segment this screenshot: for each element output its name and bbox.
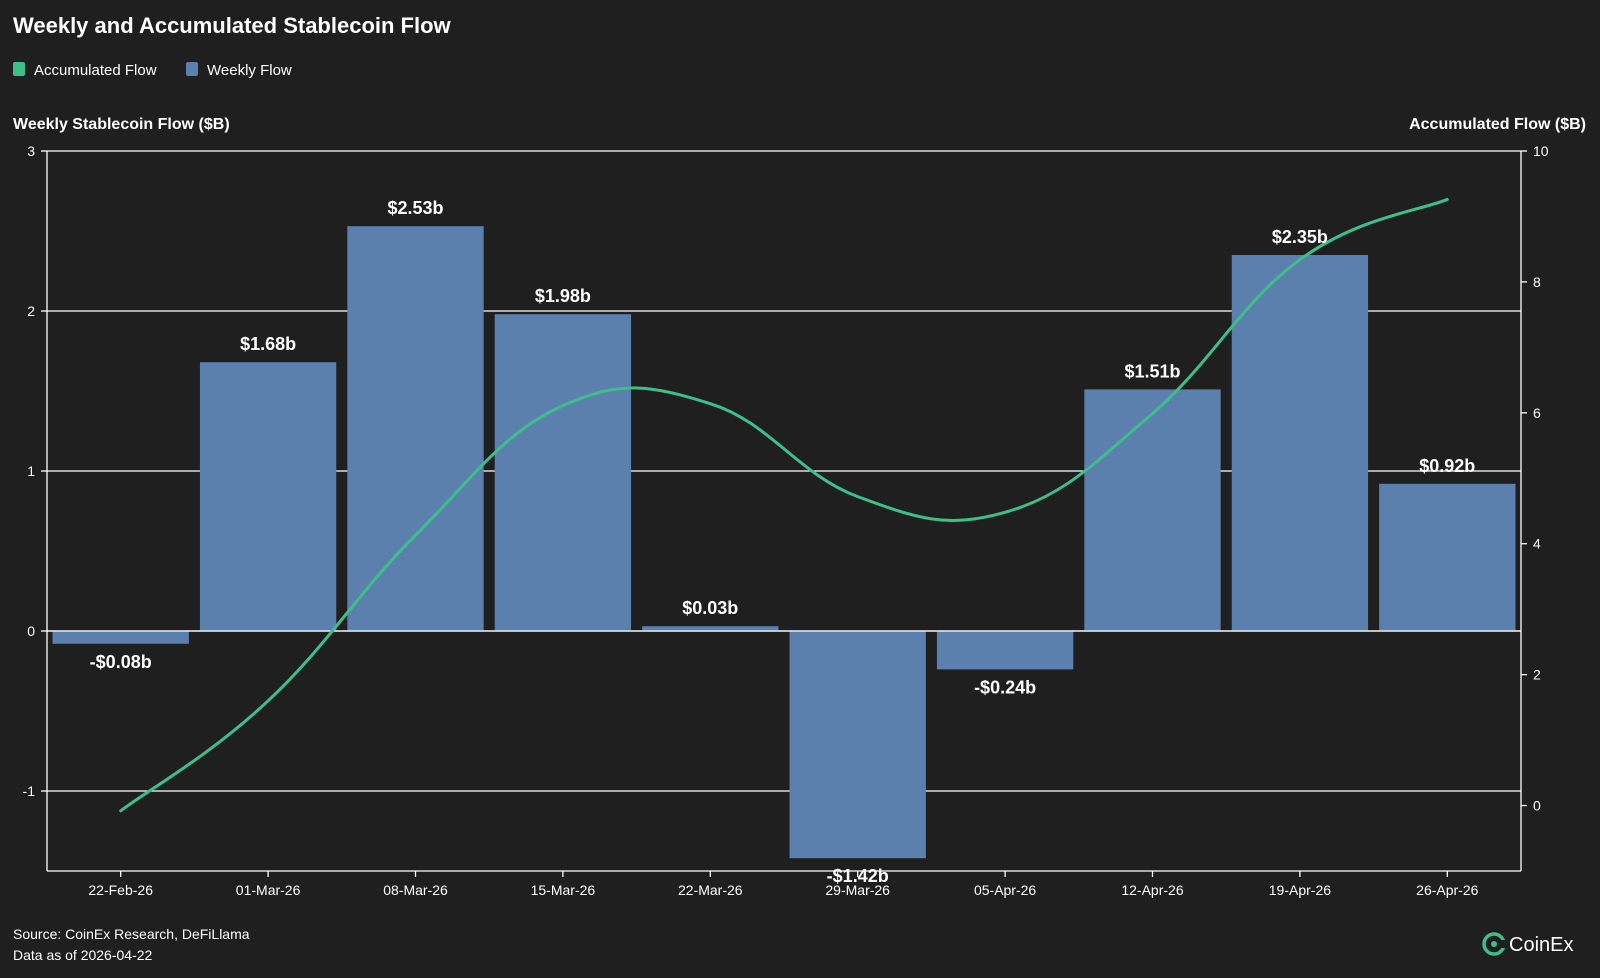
bar-label-26-Apr-26: $0.92b	[1419, 456, 1475, 476]
bar-label-05-Apr-26: -$0.24b	[974, 677, 1036, 697]
x-tick-label: 26-Apr-26	[1416, 882, 1478, 898]
right-tick-label: 2	[1533, 667, 1541, 683]
bar-label-19-Apr-26: $2.35b	[1272, 227, 1328, 247]
data-date-text: Data as of 2026-04-22	[13, 947, 153, 963]
legend-label-weekly-flow: Weekly Flow	[207, 62, 292, 79]
coinex-icon	[1482, 932, 1507, 956]
accumulated-line	[119, 197, 1449, 813]
x-tick-label: 22-Feb-26	[88, 882, 153, 898]
bar-05-Apr-26	[936, 631, 1074, 670]
bar-22-Feb-26	[52, 631, 189, 644]
bar-label-22-Feb-26: -$0.08b	[90, 652, 152, 672]
accumulated-flow-line	[119, 197, 1449, 813]
right-tick-label: 10	[1533, 143, 1549, 159]
axes: -1 0 1 2 3 0 2 4 6 8 10 22-Feb-26 01-Mar-26 08-Mar-26…	[23, 143, 1549, 898]
left-tick-label: 2	[27, 303, 35, 319]
bar-label-01-Mar-26: $1.68b	[240, 334, 296, 354]
left-tick-label: 1	[27, 463, 35, 479]
left-tick-label: 3	[27, 143, 35, 159]
bar-19-Apr-26	[1231, 255, 1369, 631]
bar-label-15-Mar-26: $1.98b	[535, 286, 591, 306]
bar-15-Mar-26	[494, 314, 632, 631]
brand-logo: CoinEx	[1482, 932, 1573, 956]
legend-swatch-accumulated-flow	[13, 62, 25, 76]
bars	[47, 226, 1521, 859]
y-axis-right-title: Accumulated Flow ($B)	[1409, 116, 1586, 133]
right-tick-label: 4	[1533, 536, 1541, 552]
right-tick-label: 8	[1533, 274, 1541, 290]
legend-label-accumulated-flow: Accumulated Flow	[34, 62, 157, 79]
bar-label-22-Mar-26: $0.03b	[682, 598, 738, 618]
y-axis-left-title: Weekly Stablecoin Flow ($B)	[13, 116, 230, 133]
bar-labels: -$0.08b$1.68b$2.53b$1.98b$0.03b-$1.42b-$…	[90, 198, 1476, 886]
x-tick-label: 01-Mar-26	[236, 882, 301, 898]
source-text: Source: CoinEx Research, DeFiLlama	[13, 926, 250, 942]
x-tick-label: 29-Mar-26	[825, 882, 890, 898]
bar-26-Apr-26	[1379, 483, 1516, 631]
chart-title: Weekly and Accumulated Stablecoin Flow	[13, 13, 452, 38]
bar-22-Mar-26	[642, 626, 779, 631]
x-tick-label: 05-Apr-26	[974, 882, 1036, 898]
x-tick-label: 22-Mar-26	[678, 882, 743, 898]
left-tick-label: 0	[27, 623, 35, 639]
legend: Accumulated Flow Weekly Flow	[13, 62, 292, 79]
x-tick-label: 15-Mar-26	[531, 882, 596, 898]
bar-12-Apr-26	[1084, 389, 1221, 631]
left-tick-label: -1	[23, 783, 36, 799]
bar-label-12-Apr-26: $1.51b	[1124, 361, 1180, 381]
bar-29-Mar-26	[789, 631, 926, 859]
bar-label-08-Mar-26: $2.53b	[387, 198, 443, 218]
bar-01-Mar-26	[199, 362, 337, 631]
x-tick-label: 08-Mar-26	[383, 882, 448, 898]
x-tick-label: 12-Apr-26	[1121, 882, 1183, 898]
bar-08-Mar-26	[347, 226, 484, 631]
x-tick-label: 19-Apr-26	[1269, 882, 1331, 898]
legend-swatch-weekly-flow	[186, 62, 198, 76]
right-tick-label: 6	[1533, 405, 1541, 421]
brand-name: CoinEx	[1509, 934, 1573, 956]
right-tick-label: 0	[1533, 798, 1541, 814]
